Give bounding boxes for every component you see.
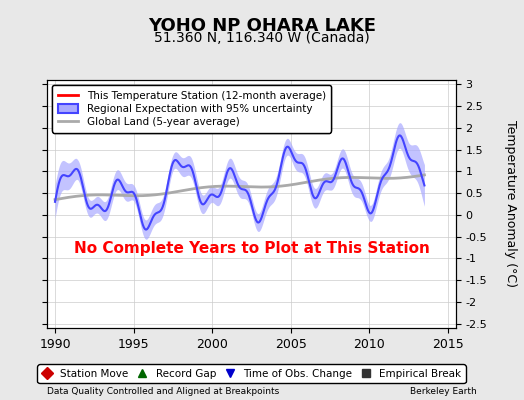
Text: No Complete Years to Plot at This Station: No Complete Years to Plot at This Statio…	[73, 241, 430, 256]
Text: Berkeley Earth: Berkeley Earth	[410, 387, 477, 396]
Text: YOHO NP OHARA LAKE: YOHO NP OHARA LAKE	[148, 17, 376, 35]
Text: 51.360 N, 116.340 W (Canada): 51.360 N, 116.340 W (Canada)	[154, 31, 370, 45]
Text: Data Quality Controlled and Aligned at Breakpoints: Data Quality Controlled and Aligned at B…	[47, 387, 279, 396]
Legend: Station Move, Record Gap, Time of Obs. Change, Empirical Break: Station Move, Record Gap, Time of Obs. C…	[38, 364, 465, 383]
Y-axis label: Temperature Anomaly (°C): Temperature Anomaly (°C)	[504, 120, 517, 288]
Legend: This Temperature Station (12-month average), Regional Expectation with 95% uncer: This Temperature Station (12-month avera…	[52, 85, 331, 132]
